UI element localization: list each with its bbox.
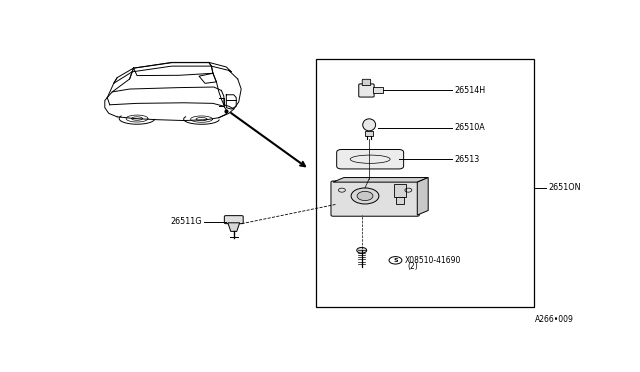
Circle shape [356, 247, 367, 253]
Bar [316, 59, 534, 307]
Bar [372, 87, 383, 93]
Text: 2651ON: 2651ON [548, 183, 581, 192]
Polygon shape [228, 223, 240, 231]
Circle shape [351, 188, 379, 204]
Ellipse shape [363, 119, 376, 131]
FancyBboxPatch shape [225, 216, 243, 224]
FancyBboxPatch shape [359, 84, 374, 97]
Polygon shape [417, 177, 428, 215]
Bar [394, 185, 406, 197]
Circle shape [357, 191, 373, 201]
Text: A266•009: A266•009 [534, 315, 573, 324]
Polygon shape [333, 177, 428, 182]
Text: X08510-41690: X08510-41690 [404, 256, 461, 265]
Text: 26510A: 26510A [454, 123, 485, 132]
Text: 26513: 26513 [454, 155, 480, 164]
Text: S: S [393, 258, 398, 263]
Text: 26514H: 26514H [454, 86, 486, 95]
FancyBboxPatch shape [362, 79, 371, 86]
Bar [365, 131, 373, 136]
Text: 26511G: 26511G [170, 217, 202, 226]
Bar [396, 197, 404, 203]
FancyBboxPatch shape [337, 150, 404, 169]
FancyBboxPatch shape [331, 181, 419, 216]
Text: (2): (2) [408, 262, 419, 271]
